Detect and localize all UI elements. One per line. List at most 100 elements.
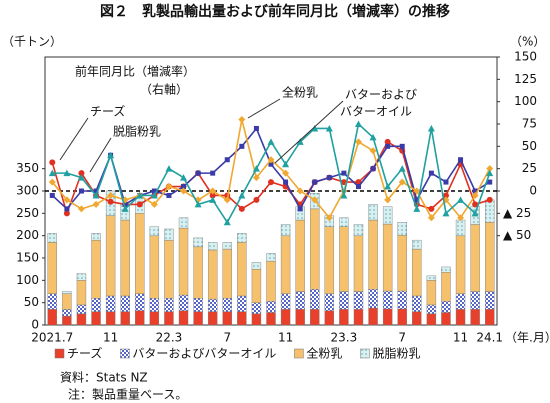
bar-segment bbox=[382, 290, 393, 310]
bar-segment bbox=[295, 219, 305, 292]
marker bbox=[122, 201, 128, 207]
marker bbox=[107, 198, 114, 205]
bar-segment bbox=[310, 289, 320, 310]
bar-segment bbox=[91, 311, 101, 326]
note: 注：製品重量ベース。 bbox=[68, 387, 187, 402]
marker bbox=[49, 159, 56, 166]
bar-segment bbox=[324, 293, 335, 311]
x-tick-label: 2021.7 bbox=[31, 331, 73, 345]
bar-segment bbox=[470, 309, 480, 326]
marker bbox=[442, 192, 449, 199]
marker bbox=[92, 191, 100, 199]
bar-segment bbox=[62, 315, 72, 326]
marker bbox=[341, 170, 347, 176]
marker bbox=[398, 165, 406, 172]
bar-segment bbox=[193, 298, 203, 312]
bar-segment bbox=[135, 310, 145, 326]
marker bbox=[414, 197, 420, 203]
x-tick-label: 7 bbox=[223, 331, 231, 345]
bar-segment bbox=[91, 233, 101, 241]
marker bbox=[210, 170, 216, 176]
x-tick-label: 11 bbox=[453, 331, 468, 345]
bar-segment bbox=[193, 311, 203, 326]
y-tick-label: 150 bbox=[16, 251, 39, 265]
bar-segment bbox=[237, 233, 247, 243]
x-tick-label: 24.1 bbox=[476, 331, 503, 345]
marker bbox=[78, 170, 85, 177]
marker bbox=[325, 124, 333, 132]
bar-segment bbox=[397, 235, 407, 292]
bar-segment bbox=[105, 295, 116, 312]
bar-segment bbox=[62, 291, 72, 294]
bar-segment bbox=[222, 248, 232, 299]
marker bbox=[150, 191, 158, 199]
bar-segment bbox=[251, 268, 262, 303]
bar-segment bbox=[310, 309, 320, 326]
bar-segment bbox=[149, 226, 160, 236]
x-tick-label: 23.3 bbox=[331, 331, 358, 345]
marker bbox=[428, 205, 435, 212]
marker bbox=[253, 196, 260, 203]
bar-segment bbox=[222, 242, 232, 250]
bar-segment bbox=[120, 219, 130, 297]
bar-segment bbox=[412, 239, 422, 250]
y-tick-label: 300 bbox=[16, 184, 39, 198]
marker bbox=[238, 116, 246, 124]
y2-tick-label: ▲ 50 bbox=[503, 228, 531, 242]
bar-segment bbox=[164, 311, 174, 326]
marker bbox=[209, 192, 216, 199]
marker bbox=[486, 169, 494, 177]
marker bbox=[311, 124, 319, 132]
bar-segment bbox=[295, 291, 305, 310]
bar-segment bbox=[120, 311, 130, 326]
legend-label: チーズ bbox=[67, 346, 102, 361]
legend-swatch bbox=[120, 348, 130, 359]
x-tick-label: 7 bbox=[398, 331, 406, 345]
marker bbox=[486, 165, 494, 173]
line-label: バターおよび bbox=[345, 88, 417, 102]
marker bbox=[121, 205, 129, 212]
bar-segment bbox=[237, 311, 247, 326]
bar-segment bbox=[237, 242, 247, 297]
marker bbox=[384, 183, 392, 190]
legend-label: 全粉乳 bbox=[306, 346, 342, 361]
marker bbox=[180, 187, 188, 195]
bar-segment bbox=[470, 224, 480, 292]
bar-segment bbox=[266, 253, 276, 262]
bar-segment bbox=[222, 298, 232, 312]
marker bbox=[78, 188, 84, 194]
y-tick-label: 0 bbox=[31, 318, 39, 332]
bar-segment bbox=[47, 293, 57, 310]
bar-segment bbox=[324, 226, 335, 294]
marker bbox=[486, 196, 493, 203]
bar-segment bbox=[426, 275, 437, 281]
marker bbox=[223, 218, 231, 226]
marker bbox=[150, 200, 158, 208]
bar-segment bbox=[251, 313, 262, 326]
marker bbox=[384, 196, 392, 204]
y2-tick-label: 50 bbox=[522, 139, 537, 153]
marker bbox=[107, 191, 115, 199]
y2-tick-label: ▲ 25 bbox=[503, 206, 531, 220]
marker bbox=[64, 206, 70, 212]
marker bbox=[487, 179, 493, 185]
bar-segment bbox=[382, 223, 393, 292]
bar-segment bbox=[47, 233, 57, 243]
marker bbox=[49, 192, 55, 198]
marker bbox=[472, 201, 479, 208]
bar-segment bbox=[47, 242, 57, 294]
marker bbox=[312, 179, 318, 185]
bar-segment bbox=[76, 313, 87, 326]
bar-segment bbox=[62, 309, 72, 317]
legend-swatch bbox=[294, 348, 304, 359]
y-tick-label: 100 bbox=[16, 273, 39, 287]
marker bbox=[442, 209, 450, 217]
bar-segment bbox=[76, 304, 87, 315]
marker bbox=[136, 201, 143, 208]
bar-segment bbox=[353, 309, 364, 326]
bar-segment bbox=[207, 242, 218, 251]
bar-segment bbox=[62, 293, 72, 310]
marker bbox=[296, 187, 304, 195]
bar-segment bbox=[368, 307, 378, 326]
y-tick-label: 200 bbox=[16, 228, 39, 242]
